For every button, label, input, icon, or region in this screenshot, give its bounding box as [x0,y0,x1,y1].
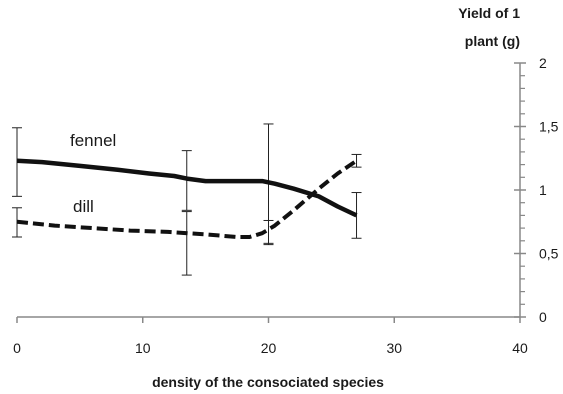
y-axis-title-line-1: Yield of 1 [458,5,520,21]
y-tick-label: 1 [539,182,547,198]
y-axis-title-line-2: plant (g) [465,33,520,49]
x-tick-label: 0 [13,340,21,356]
ticks-layer: 0 10 20 30 40 0 0,5 1 1,5 2 [13,55,559,356]
series-label-dill: dill [73,197,94,216]
y-tick-label: 0,5 [539,246,559,262]
series-label-fennel: fennel [70,131,116,150]
x-tick-label: 30 [386,340,402,356]
x-tick-label: 40 [512,340,528,356]
series-line-dill [16,159,358,239]
y-tick-label: 0 [539,309,547,325]
x-axis-title: density of the consociated species [152,374,384,390]
series-lines-layer [16,158,358,239]
y-tick-label: 2 [539,55,547,71]
y-tick-label: 1,5 [539,119,559,135]
x-tick-label: 10 [135,340,151,356]
x-tick-label: 20 [261,340,277,356]
